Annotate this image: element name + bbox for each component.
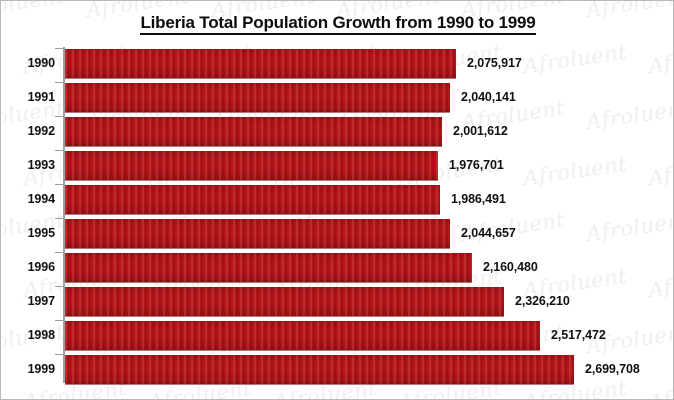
category-label-1991: 1991 — [27, 90, 56, 104]
bar-row: 1999 2,699,708 — [1, 353, 673, 387]
value-label-1990: 2,075,917 — [467, 56, 522, 70]
category-label-1995: 1995 — [27, 226, 56, 240]
axis-tick — [55, 150, 64, 151]
value-label-1995: 2,044,657 — [461, 226, 516, 240]
bar-row: 1995 2,044,657 — [1, 217, 673, 251]
value-label-1997: 2,326,210 — [515, 294, 570, 308]
bar-1997[interactable] — [65, 287, 504, 316]
value-label-1994: 1,986,491 — [451, 192, 506, 206]
value-label-1999: 2,699,708 — [585, 362, 640, 376]
axis-tick — [55, 184, 64, 185]
bar-row: 1993 1,976,701 — [1, 149, 673, 183]
bar-row: 1997 2,326,210 — [1, 285, 673, 319]
bar-row: 1991 2,040,141 — [1, 81, 673, 115]
category-label-1997: 1997 — [27, 294, 56, 308]
bar-1994[interactable] — [65, 185, 440, 214]
category-label-1990: 1990 — [27, 56, 56, 70]
category-label-1996: 1996 — [27, 260, 56, 274]
axis-tick — [55, 252, 64, 253]
bar-1996[interactable] — [65, 253, 472, 282]
bar-row: 1992 2,001,612 — [1, 115, 673, 149]
bar-1993[interactable] — [65, 151, 438, 180]
axis-tick — [55, 48, 64, 49]
bar-row: 1994 1,986,491 — [1, 183, 673, 217]
value-label-1991: 2,040,141 — [461, 90, 516, 104]
bar-row: 1998 2,517,472 — [1, 319, 673, 353]
chart-title-text: Liberia Total Population Growth from 199… — [140, 13, 536, 35]
value-label-1998: 2,517,472 — [551, 328, 606, 342]
axis-tick — [55, 218, 64, 219]
category-label-1993: 1993 — [27, 158, 56, 172]
axis-tick — [55, 116, 64, 117]
axis-tick — [55, 354, 64, 355]
category-axis-line — [63, 47, 65, 383]
bar-1999[interactable] — [65, 355, 574, 384]
bar-1991[interactable] — [65, 83, 450, 112]
bar-1990[interactable] — [65, 49, 456, 78]
plot-area: 1990 2,075,917 1991 2,040,141 1992 2,001,612 1… — [1, 45, 673, 387]
chart-title: Liberia Total Population Growth from 199… — [1, 13, 673, 35]
value-label-1992: 2,001,612 — [453, 124, 508, 138]
category-label-1998: 1998 — [27, 328, 56, 342]
category-label-1994: 1994 — [27, 192, 56, 206]
bar-1998[interactable] — [65, 321, 540, 350]
bar-row: 1996 2,160,480 — [1, 251, 673, 285]
axis-tick — [55, 286, 64, 287]
value-label-1993: 1,976,701 — [449, 158, 504, 172]
axis-tick — [55, 320, 64, 321]
value-label-1996: 2,160,480 — [483, 260, 538, 274]
bar-1995[interactable] — [65, 219, 450, 248]
axis-tick — [55, 82, 64, 83]
bar-1992[interactable] — [65, 117, 442, 146]
category-label-1999: 1999 — [27, 362, 56, 376]
bar-row: 1990 2,075,917 — [1, 47, 673, 81]
category-label-1992: 1992 — [27, 124, 56, 138]
